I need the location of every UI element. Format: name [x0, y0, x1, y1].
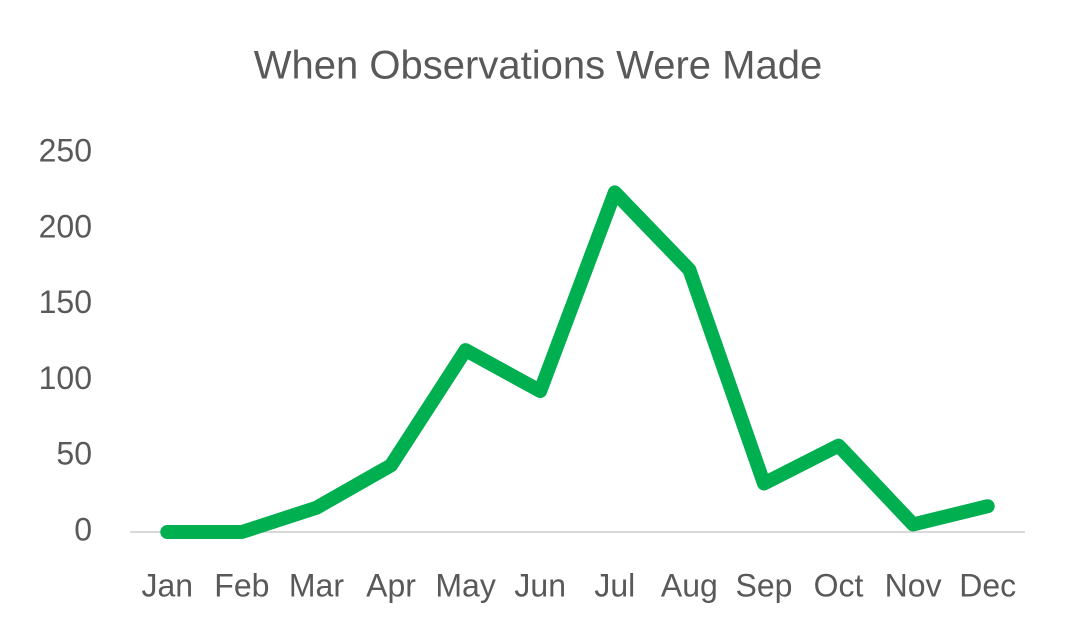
x-tick-label: Sep: [735, 567, 792, 603]
data-line: [160, 185, 995, 539]
x-tick-label: Jul: [594, 567, 635, 603]
y-tick-label: 250: [39, 132, 92, 168]
chart-title: When Observations Were Made: [254, 44, 822, 88]
x-tick-label: Feb: [214, 567, 269, 603]
y-tick-label: 100: [39, 360, 92, 396]
x-tick-label: Aug: [661, 567, 718, 603]
x-tick-label: May: [435, 567, 495, 603]
x-tick-label: Nov: [885, 567, 942, 603]
y-tick-label: 150: [39, 284, 92, 320]
x-tick-label: Mar: [289, 567, 344, 603]
x-tick-label: Oct: [814, 567, 864, 603]
x-tick-label: Dec: [959, 567, 1016, 603]
y-tick-label: 200: [39, 208, 92, 244]
y-tick-label: 50: [56, 436, 92, 472]
y-tick-label: 0: [74, 511, 92, 547]
x-tick-label: Apr: [366, 567, 416, 603]
x-tick-label: Jun: [514, 567, 566, 603]
x-tick-label: Jan: [141, 567, 193, 603]
